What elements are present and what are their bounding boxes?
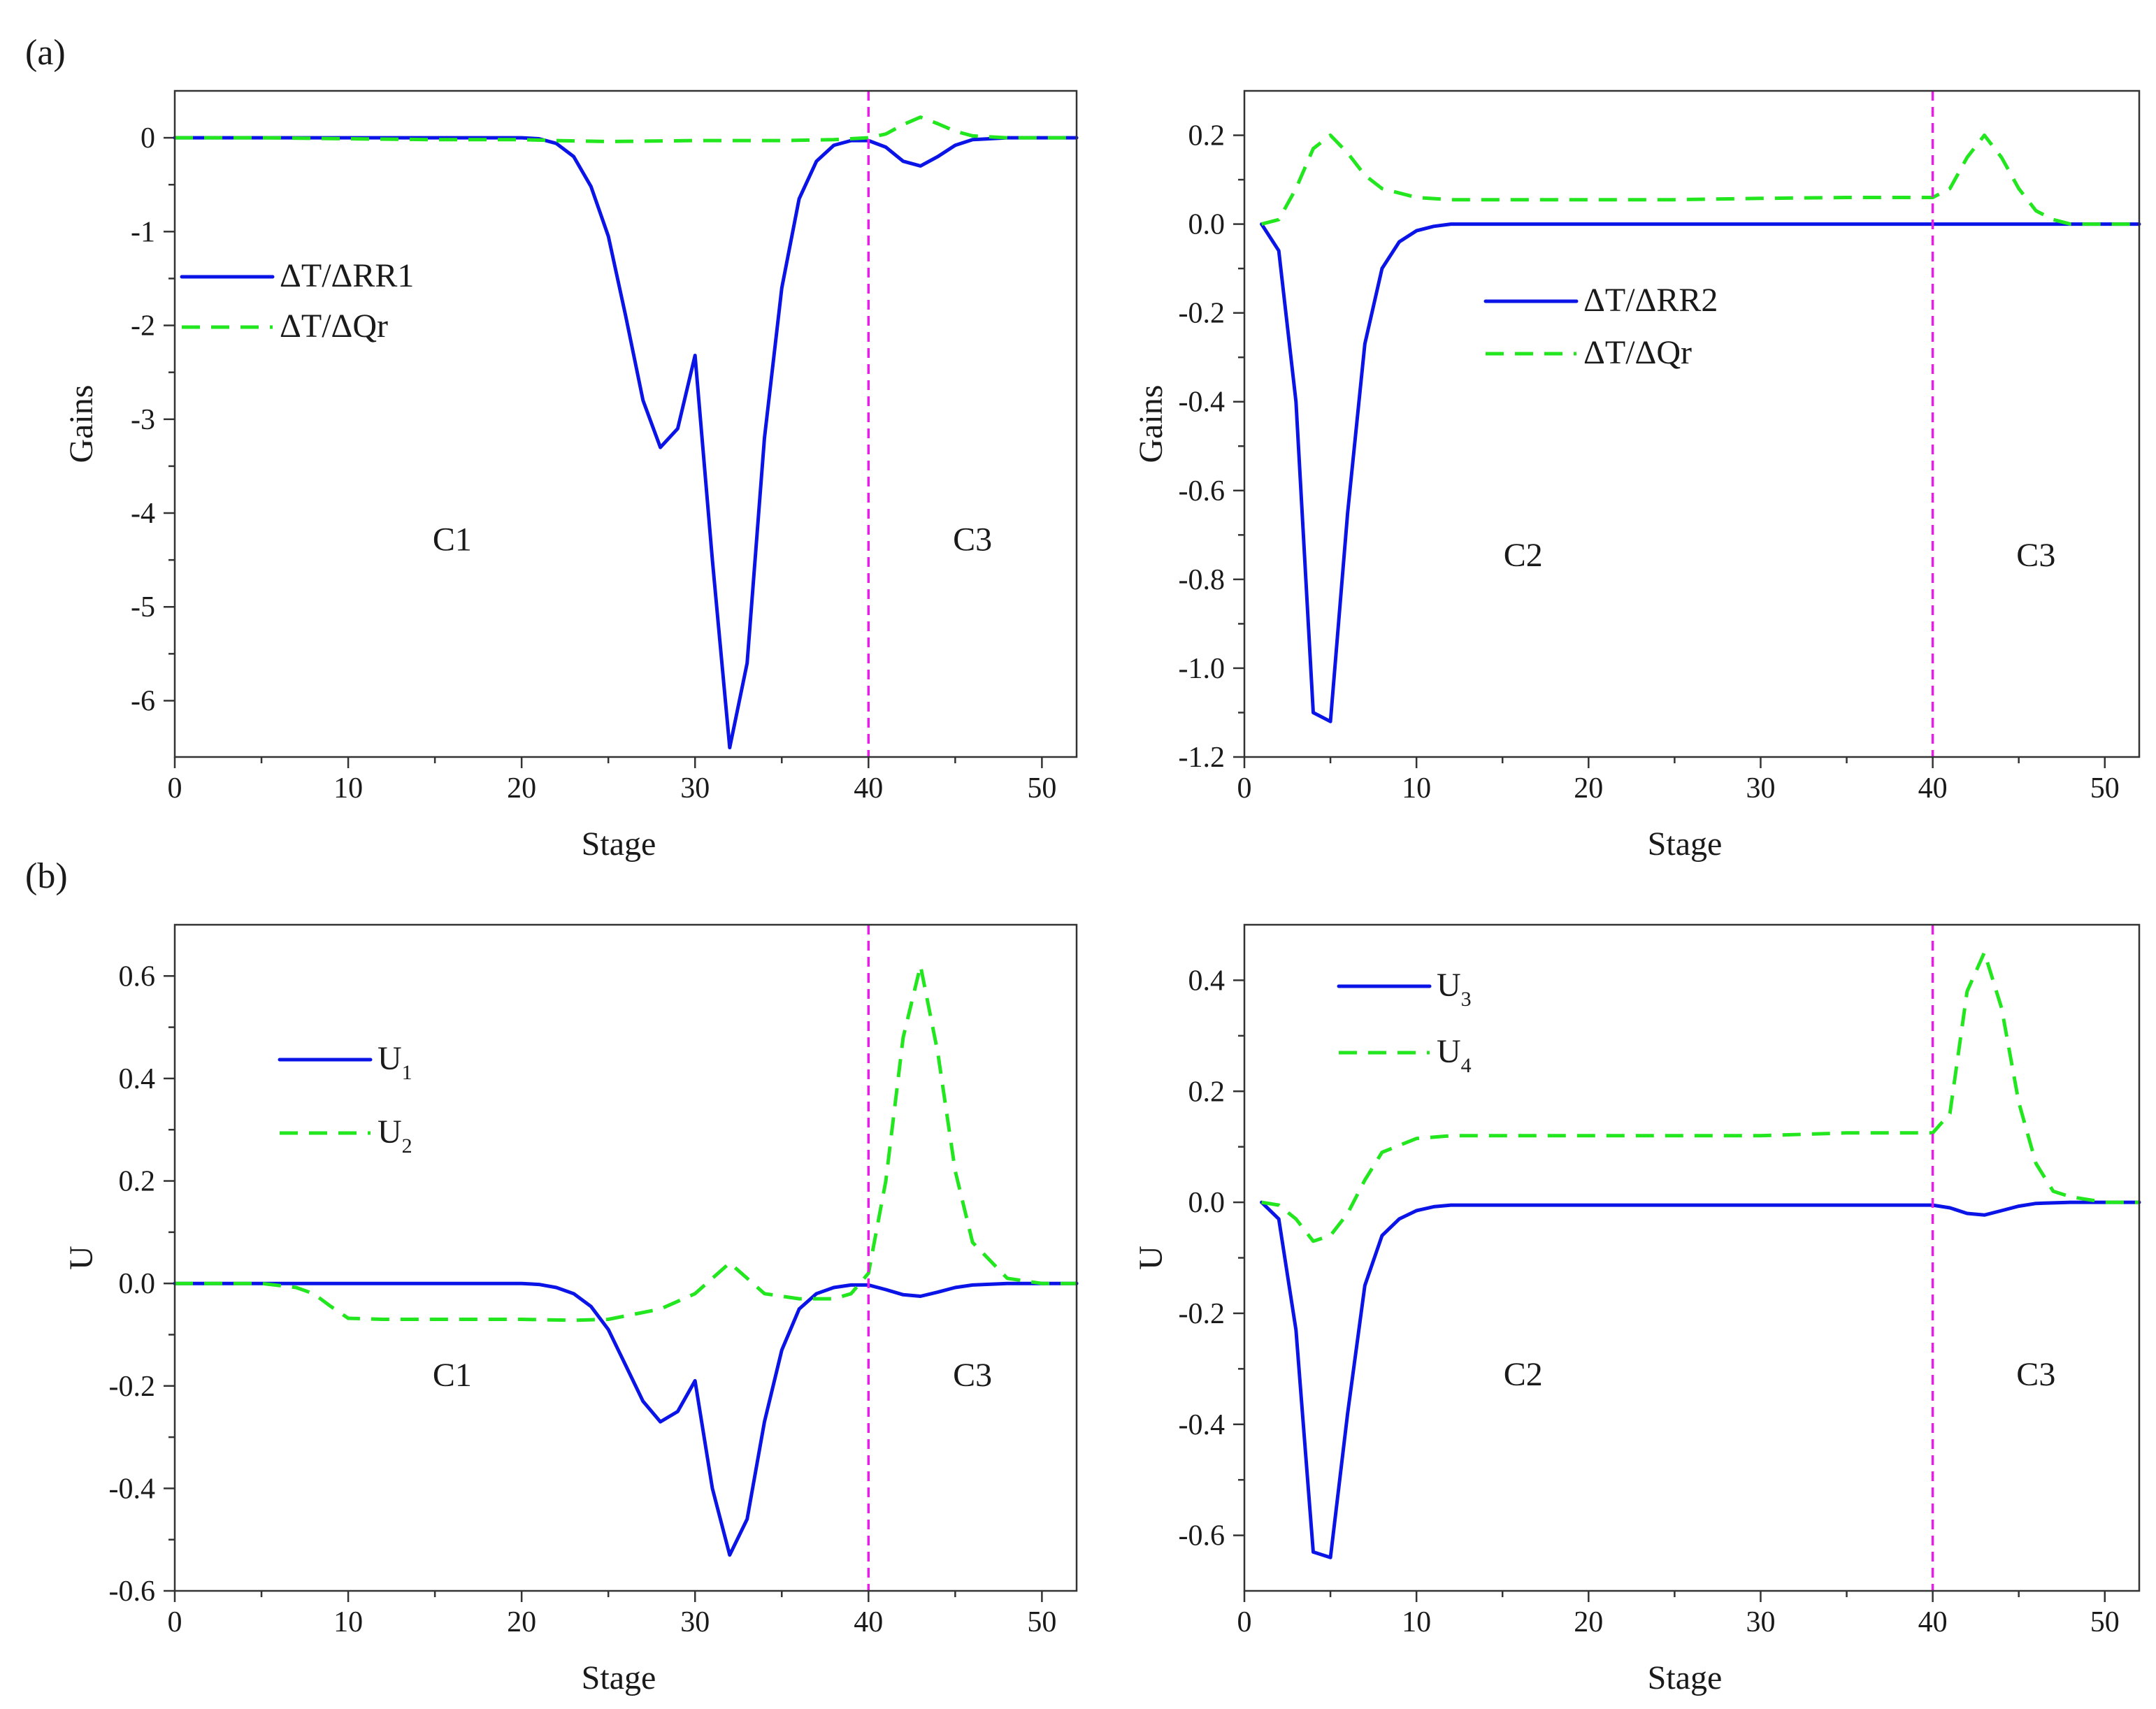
series-line-solid — [1260, 222, 2141, 723]
x-tick-label: 30 — [680, 772, 710, 805]
x-tick-label: 0 — [168, 772, 182, 805]
y-tick-label: 0.0 — [1188, 1187, 1226, 1219]
region-label-c1: C1 — [433, 521, 472, 558]
y-tick-label: -0.4 — [1179, 1409, 1226, 1441]
legend-label: U4 — [1437, 1033, 1472, 1077]
panel-label-b: (b) — [25, 856, 68, 896]
panel-label-a: (a) — [25, 33, 66, 73]
y-tick-label: -0.2 — [1179, 298, 1226, 330]
plot-frame — [173, 89, 1078, 758]
y-tick-label: -0.2 — [109, 1371, 156, 1403]
y-tick-label: 0.2 — [119, 1166, 156, 1198]
x-tick-label: 20 — [507, 1606, 536, 1638]
series-line-dashed — [175, 964, 1077, 1322]
x-tick-label: 30 — [680, 1606, 710, 1638]
chart-b-left: 0 10 20 30 40 50 0.6 0.4 0.2 0.0 -0.2 -0.4 -0.6 Stage… — [63, 923, 1079, 1696]
y-axis-title: Gains — [1133, 385, 1170, 463]
x-tick-label: 10 — [333, 1606, 363, 1638]
legend-label: U3 — [1437, 967, 1472, 1011]
x-axis-title: Stage — [582, 1659, 656, 1696]
series-line-dashed — [1261, 951, 2139, 1243]
legend-label: ΔT/ΔQr — [1583, 334, 1692, 371]
x-tick-label: 40 — [854, 1606, 883, 1638]
x-tick-label: 10 — [1402, 772, 1431, 805]
x-tick-label: 0 — [1237, 1606, 1252, 1638]
series-line-solid — [1260, 1200, 2141, 1559]
y-tick-label: 0.4 — [119, 1063, 156, 1095]
y-tick-label: -0.6 — [1179, 475, 1226, 507]
y-tick-label: -0.2 — [1179, 1298, 1226, 1330]
plot-frame — [1243, 89, 2141, 758]
region-label-c2: C2 — [1504, 537, 1543, 574]
y-axis-title: U — [1133, 1246, 1170, 1270]
y-tick-label: 0.4 — [1188, 965, 1226, 997]
y-tick-label: -0.6 — [1179, 1520, 1226, 1552]
x-tick-label: 30 — [1746, 772, 1775, 805]
y-tick-label: -1 — [131, 216, 155, 248]
y-axis-title: Gains — [63, 385, 100, 463]
x-tick-label: 50 — [2090, 1606, 2120, 1638]
y-tick-label: 0.2 — [1188, 120, 1226, 152]
y-tick-label: -3 — [131, 404, 155, 436]
x-axis-title: Stage — [582, 825, 656, 863]
series-line-solid — [173, 1281, 1079, 1557]
y-tick-label: 0.0 — [1188, 209, 1226, 241]
legend-label: U2 — [378, 1113, 412, 1158]
y-tick-label: -1.0 — [1179, 653, 1226, 685]
x-tick-label: 0 — [1237, 772, 1252, 805]
y-tick-label: 0.6 — [119, 960, 156, 993]
chart-b-right: 0 10 20 30 40 50 0.4 0.2 0.0 -0.2 -0.4 -0.6 Stage U C2… — [1133, 923, 2141, 1696]
region-label-c2: C2 — [1504, 1356, 1543, 1393]
x-tick-label: 10 — [333, 772, 363, 805]
y-tick-label: -4 — [131, 498, 155, 530]
region-label-c3: C3 — [2016, 1356, 2055, 1393]
series-line-dashed — [175, 115, 1077, 143]
x-axis-title: Stage — [1648, 825, 1723, 863]
region-label-c3: C3 — [953, 521, 992, 558]
y-tick-label: -0.4 — [109, 1473, 156, 1505]
series-line-dashed — [1260, 134, 2139, 226]
plot-frame — [173, 923, 1078, 1592]
y-tick-label: -1.2 — [1179, 742, 1226, 774]
y-tick-label: -0.6 — [109, 1575, 156, 1608]
x-tick-label: 40 — [1918, 772, 1948, 805]
x-tick-label: 30 — [1746, 1606, 1775, 1638]
x-tick-label: 50 — [1027, 1606, 1056, 1638]
y-tick-label: -0.8 — [1179, 564, 1226, 596]
x-tick-label: 40 — [1918, 1606, 1948, 1638]
x-tick-label: 50 — [2090, 772, 2120, 805]
chart-a-right: 0 10 20 30 40 50 0.2 0.0 -0.2 -0.4 -0.6 -0.8 -1.0 -1.… — [1133, 89, 2141, 863]
y-axis-title: U — [63, 1246, 100, 1270]
x-axis-title: Stage — [1648, 1659, 1723, 1696]
y-tick-label: -6 — [131, 685, 155, 717]
y-tick-label: 0.2 — [1188, 1076, 1226, 1108]
series-line-solid — [173, 136, 1079, 750]
legend-label: ΔT/ΔRR1 — [280, 257, 414, 294]
y-tick-label: -5 — [131, 591, 155, 623]
x-tick-label: 20 — [507, 772, 536, 805]
chart-a-left: 0 10 20 30 40 50 0 -1 -2 -3 -4 -5 -6 Stage Gains C1 C3 ΔT… — [63, 89, 1079, 863]
x-tick-label: 20 — [1574, 1606, 1603, 1638]
x-tick-label: 20 — [1574, 772, 1603, 805]
y-tick-label: 0.0 — [119, 1268, 156, 1300]
region-label-c3: C3 — [953, 1357, 992, 1394]
legend-label: ΔT/ΔRR2 — [1583, 282, 1718, 319]
x-tick-label: 0 — [168, 1606, 182, 1638]
legend-label: U1 — [378, 1040, 412, 1084]
y-tick-label: 0 — [141, 122, 155, 154]
region-label-c1: C1 — [433, 1357, 472, 1394]
y-tick-label: -2 — [131, 310, 155, 342]
x-tick-label: 50 — [1027, 772, 1056, 805]
y-tick-label: -0.4 — [1179, 387, 1226, 419]
x-tick-label: 10 — [1402, 1606, 1431, 1638]
x-tick-label: 40 — [854, 772, 883, 805]
plot-frame — [1243, 923, 2141, 1592]
legend-label: ΔT/ΔQr — [280, 308, 388, 345]
region-label-c3: C3 — [2016, 537, 2055, 574]
chart-panels: 0 10 20 30 40 50 0 -1 -2 -3 -4 -5 -6 Stage Gains C1 C3 ΔT… — [63, 89, 2141, 1696]
